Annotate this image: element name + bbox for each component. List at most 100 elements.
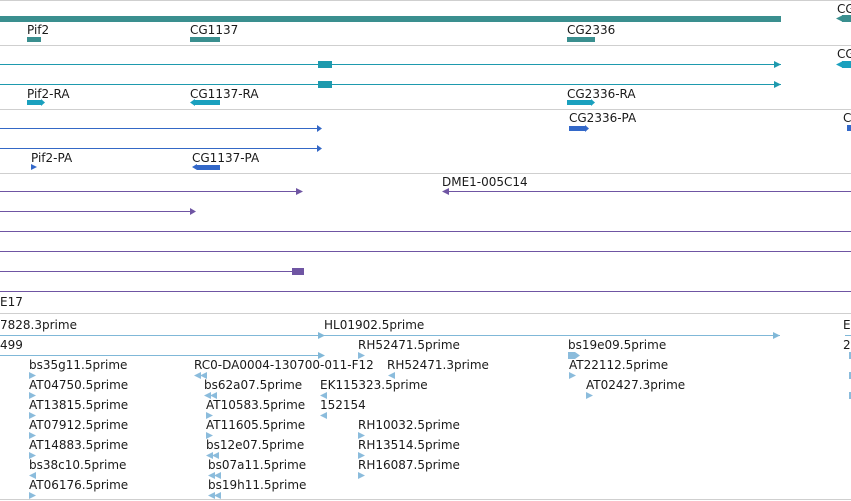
est-bs19h11-glyph[interactable]: [214, 492, 221, 499]
est-2-edge-glyph[interactable]: [849, 352, 851, 359]
est-bs38c10-glyph[interactable]: [29, 472, 36, 479]
est-edge-glyph[interactable]: [849, 392, 851, 399]
prot-cg2336-arrow[interactable]: [585, 125, 589, 132]
est-bs19e09-glyph[interactable]: [568, 352, 580, 359]
est-arrow[interactable]: [318, 352, 325, 359]
gene-cg-edge-bar[interactable]: [842, 15, 851, 22]
est-at04750-label[interactable]: AT04750.5prime: [29, 378, 129, 392]
prot-cg1137-arrow[interactable]: [192, 164, 197, 170]
est-at13815-label[interactable]: AT13815.5prime: [29, 398, 129, 412]
match-e17-label[interactable]: E17: [0, 295, 23, 309]
est-at11605-label[interactable]: AT11605.5prime: [206, 418, 306, 432]
gene-pif2-glyph[interactable]: [27, 37, 41, 42]
est-rh13514-glyph[interactable]: [358, 452, 365, 459]
est-rh52471-5-glyph[interactable]: [358, 352, 365, 359]
est-at22112-label[interactable]: AT22112.5prime: [569, 358, 669, 372]
est-bs19e09-label[interactable]: bs19e09.5prime: [568, 338, 667, 352]
est-at10583-label[interactable]: AT10583.5prime: [206, 398, 306, 412]
mrna-exon[interactable]: [318, 61, 332, 68]
gene-span-bar[interactable]: [0, 16, 781, 22]
est-bs12e07-label[interactable]: bs12e07.5prime: [206, 438, 305, 452]
gene-cg2336-glyph[interactable]: [567, 37, 595, 42]
mrna-cg2336-arrow[interactable]: [591, 99, 595, 106]
match-arrow[interactable]: [296, 188, 303, 195]
est-at02427-label[interactable]: AT02427.3prime: [586, 378, 686, 392]
est-rh52471-3-label[interactable]: RH52471.3prime: [387, 358, 489, 372]
gene-cg1137-label[interactable]: CG1137: [190, 23, 239, 37]
mrna-cg1137-label[interactable]: CG1137-RA: [190, 87, 259, 101]
est-at07912-glyph[interactable]: [29, 432, 36, 439]
prot-cg2336-glyph[interactable]: [569, 126, 585, 131]
mrna-cg-edge-label[interactable]: CG: [837, 47, 851, 61]
prot-c-edge-label[interactable]: C: [843, 111, 851, 125]
est-rh16087-label[interactable]: RH16087.5prime: [358, 458, 460, 472]
est-7828-label[interactable]: 7828.3prime: [0, 318, 77, 332]
est-rc0-label[interactable]: RC0-DA0004-130700-011-F12: [194, 358, 374, 372]
est-at04750-glyph[interactable]: [29, 392, 36, 399]
est-at10583-glyph[interactable]: [206, 412, 213, 419]
match-dme1-arrow[interactable]: [442, 188, 449, 195]
mrna-exon[interactable]: [318, 81, 332, 88]
est-at06176-label[interactable]: AT06176.5prime: [29, 478, 129, 492]
gene-cg2336-label[interactable]: CG2336: [567, 23, 616, 37]
gene-cg-edge-arrow[interactable]: [836, 15, 843, 22]
est-rc0-glyph[interactable]: [194, 372, 201, 379]
est-bs38c10-label[interactable]: bs38c10.5prime: [29, 458, 127, 472]
est-bs07a11-glyph[interactable]: [214, 472, 221, 479]
mrna-cg1137-glyph[interactable]: [195, 100, 220, 105]
prot-pif2-label[interactable]: Pif2-PA: [31, 151, 73, 165]
est-rh16087-glyph[interactable]: [358, 472, 365, 479]
est-bs19h11-glyph[interactable]: [208, 492, 215, 499]
est-499-label[interactable]: 499: [0, 338, 23, 352]
prot-cg1137-label[interactable]: CG1137-PA: [192, 151, 260, 165]
est-at13815-glyph[interactable]: [29, 412, 36, 419]
est-at02427-glyph[interactable]: [586, 392, 593, 399]
mrna-cg1137-arrow[interactable]: [190, 99, 195, 106]
match-arrow[interactable]: [190, 208, 196, 215]
mrna-cg2336-label[interactable]: CG2336-RA: [567, 87, 636, 101]
protein-arrow[interactable]: [317, 145, 322, 152]
est-e-edge-label[interactable]: E: [843, 318, 851, 332]
prot-c-edge-glyph[interactable]: [847, 125, 851, 131]
match-block[interactable]: [292, 268, 304, 275]
protein-arrow[interactable]: [317, 125, 322, 132]
est-rh13514-label[interactable]: RH13514.5prime: [358, 438, 460, 452]
mrna-pif2-arrow[interactable]: [41, 99, 45, 106]
est-rh52471-5-label[interactable]: RH52471.5prime: [358, 338, 460, 352]
prot-pif2-arrow[interactable]: [31, 164, 37, 170]
est-bs07a11-label[interactable]: bs07a11.5prime: [208, 458, 307, 472]
est-bs12e07-glyph[interactable]: [206, 452, 213, 459]
est-152154-glyph[interactable]: [320, 412, 327, 419]
mrna-cg-edge-bar[interactable]: [842, 61, 851, 68]
gene-cg1137-glyph[interactable]: [190, 37, 220, 42]
est-bs12e07-glyph[interactable]: [212, 452, 219, 459]
mrna-cg2336-glyph[interactable]: [567, 100, 591, 105]
est-bs62a07-glyph[interactable]: [204, 392, 211, 399]
est-bs62a07-glyph[interactable]: [210, 392, 217, 399]
est-bs19h11-label[interactable]: bs19h11.5prime: [208, 478, 307, 492]
mrna-pif2-label[interactable]: Pif2-RA: [27, 87, 70, 101]
est-152154-label[interactable]: 152154: [320, 398, 366, 412]
est-rc0-glyph[interactable]: [200, 372, 207, 379]
est-2-edge-label[interactable]: 2: [843, 338, 851, 352]
est-at07912-label[interactable]: AT07912.5prime: [29, 418, 129, 432]
est-bs35g11-glyph[interactable]: [29, 372, 36, 379]
est-arrow[interactable]: [318, 332, 325, 339]
gene-pif2-label[interactable]: Pif2: [27, 23, 50, 37]
gene-cg-edge-label[interactable]: CG: [837, 2, 851, 16]
est-at11605-glyph[interactable]: [206, 432, 213, 439]
mrna-strand-arrow[interactable]: [774, 81, 781, 88]
est-rh10032-label[interactable]: RH10032.5prime: [358, 418, 460, 432]
est-bs62a07-label[interactable]: bs62a07.5prime: [204, 378, 303, 392]
est-rh10032-glyph[interactable]: [358, 432, 365, 439]
prot-cg2336-label[interactable]: CG2336-PA: [569, 111, 637, 125]
est-edge-glyph[interactable]: [849, 372, 851, 379]
prot-cg1137-glyph[interactable]: [197, 165, 220, 170]
est-rh52471-3-glyph[interactable]: [388, 372, 395, 379]
mrna-pif2-glyph[interactable]: [27, 100, 41, 105]
mrna-strand-arrow[interactable]: [774, 61, 781, 68]
match-dme1-label[interactable]: DME1-005C14: [442, 175, 528, 189]
est-ek115323-label[interactable]: EK115323.5prime: [320, 378, 428, 392]
est-at22112-glyph[interactable]: [569, 372, 576, 379]
est-at14883-label[interactable]: AT14883.5prime: [29, 438, 129, 452]
